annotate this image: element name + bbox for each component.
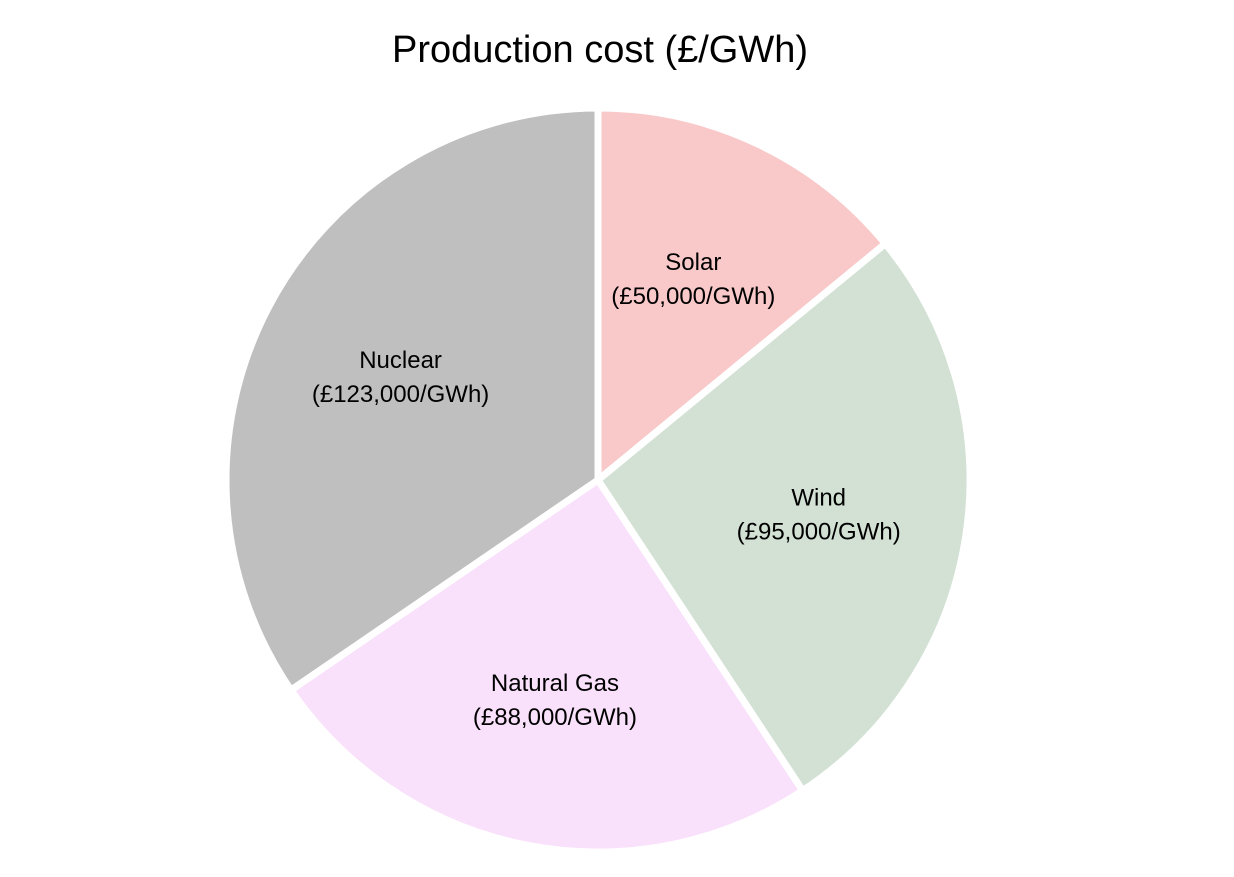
pie-label-name: Solar: [665, 249, 721, 276]
pie-slices: [222, 104, 974, 856]
pie-slice-wind: [593, 238, 974, 796]
pie-label-nuclear: Nuclear (£123,000/GWh): [312, 347, 489, 408]
pie-label-value: (£50,000/GWh): [611, 283, 775, 310]
pie-slice-natural-gas: [286, 475, 808, 856]
pie-label-name: Natural Gas: [491, 670, 619, 697]
pie-label-name: Wind: [791, 484, 846, 511]
pie-slice-solar: [594, 104, 891, 488]
pie-label-name: Nuclear: [359, 347, 442, 374]
pie-label-solar: Solar (£50,000/GWh): [611, 249, 775, 310]
chart-title: Production cost (£/GWh): [391, 29, 809, 71]
pie-slice-nuclear: [222, 104, 602, 695]
pie-label-natural-gas: Natural Gas (£88,000/GWh): [473, 670, 637, 731]
pie-label-value: (£95,000/GWh): [737, 518, 901, 545]
pie-labels: Solar (£50,000/GWh) Wind (£95,000/GWh) Natur…: [312, 249, 901, 731]
pie-label-value: (£88,000/GWh): [473, 704, 637, 731]
pie-label-wind: Wind (£95,000/GWh): [737, 484, 901, 545]
pie-label-value: (£123,000/GWh): [312, 381, 489, 408]
